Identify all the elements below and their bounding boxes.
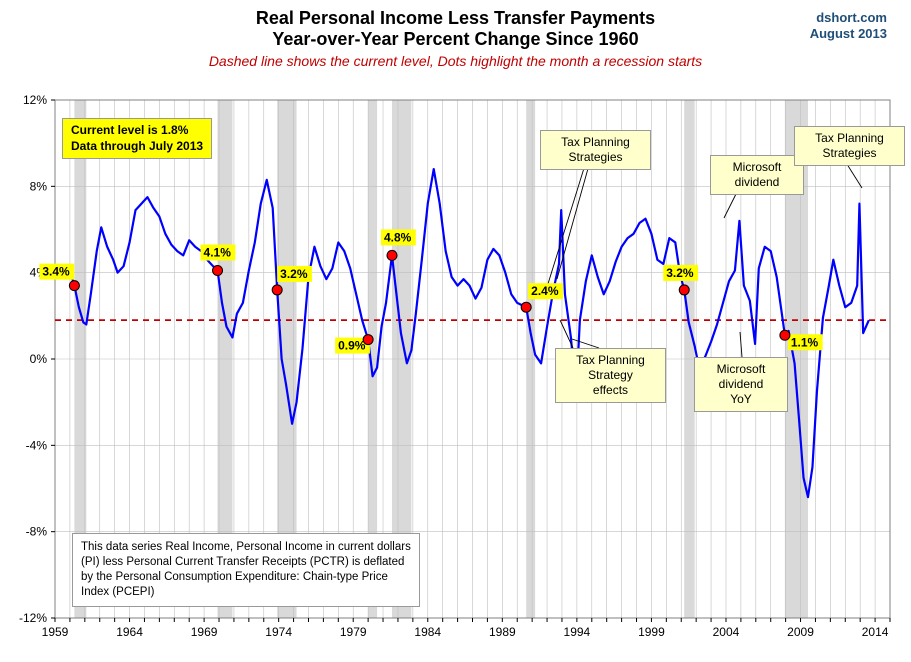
svg-text:2009: 2009 [787, 625, 814, 639]
svg-text:1974: 1974 [265, 625, 292, 639]
callout-cb3: Microsoftdividend [710, 155, 804, 195]
svg-text:12%: 12% [23, 93, 47, 107]
svg-text:2004: 2004 [713, 625, 740, 639]
svg-text:3.2%: 3.2% [666, 266, 694, 280]
current-level-line1: Current level is 1.8% [71, 123, 203, 139]
callout-cb4: MicrosoftdividendYoY [694, 357, 788, 412]
svg-text:1999: 1999 [638, 625, 665, 639]
callout-cb5: Tax PlanningStrategies [794, 126, 905, 166]
svg-text:1959: 1959 [42, 625, 69, 639]
svg-text:1969: 1969 [191, 625, 218, 639]
callout-cb1: Tax PlanningStrategies [540, 130, 651, 170]
current-level-line2: Data through July 2013 [71, 139, 203, 155]
svg-text:-12%: -12% [19, 611, 47, 625]
svg-text:0%: 0% [30, 352, 48, 366]
svg-text:3.4%: 3.4% [42, 265, 70, 279]
current-level-box: Current level is 1.8% Data through July … [62, 118, 212, 159]
chart-title-line1: Real Personal Income Less Transfer Payme… [0, 8, 911, 29]
svg-text:4.8%: 4.8% [384, 230, 412, 244]
chart-title-line2: Year-over-Year Percent Change Since 1960 [0, 29, 911, 50]
svg-text:2.4%: 2.4% [531, 284, 559, 298]
methodology-note: This data series Real Income, Personal I… [72, 533, 420, 607]
svg-text:3.2%: 3.2% [280, 267, 308, 281]
attribution: dshort.com August 2013 [810, 10, 887, 41]
svg-text:-4%: -4% [26, 438, 48, 452]
callout-cb2: Tax PlanningStrategyeffects [555, 348, 666, 403]
svg-text:1979: 1979 [340, 625, 367, 639]
chart-subtitle: Dashed line shows the current level, Dot… [0, 53, 911, 69]
attribution-date: August 2013 [810, 26, 887, 42]
attribution-site: dshort.com [810, 10, 887, 26]
svg-text:-8%: -8% [26, 525, 48, 539]
svg-text:2014: 2014 [862, 625, 889, 639]
svg-text:1989: 1989 [489, 625, 516, 639]
svg-text:4.1%: 4.1% [204, 246, 232, 260]
svg-text:1.1%: 1.1% [791, 335, 819, 349]
svg-text:0.9%: 0.9% [338, 339, 366, 353]
svg-text:8%: 8% [30, 179, 48, 193]
svg-text:1994: 1994 [564, 625, 591, 639]
svg-text:1964: 1964 [116, 625, 143, 639]
svg-text:1984: 1984 [414, 625, 441, 639]
